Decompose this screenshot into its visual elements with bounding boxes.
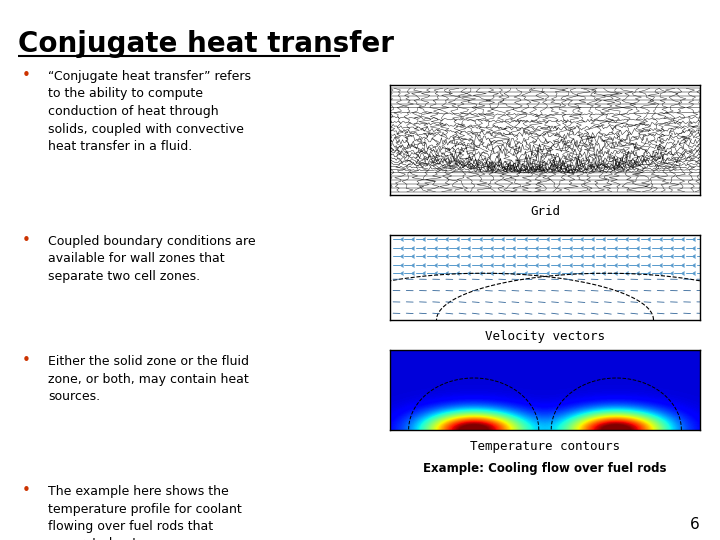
Text: Conjugate heat transfer: Conjugate heat transfer	[18, 30, 394, 58]
Text: Velocity vectors: Velocity vectors	[485, 330, 605, 343]
Text: 6: 6	[690, 517, 700, 532]
Text: •: •	[22, 353, 31, 368]
Text: Temperature contours: Temperature contours	[470, 440, 620, 453]
Text: •: •	[22, 233, 31, 248]
Text: •: •	[22, 483, 31, 498]
Text: Example: Cooling flow over fuel rods: Example: Cooling flow over fuel rods	[423, 462, 667, 475]
Text: •: •	[22, 68, 31, 83]
Text: Either the solid zone or the fluid
zone, or both, may contain heat
sources.: Either the solid zone or the fluid zone,…	[48, 355, 249, 403]
Text: Grid: Grid	[530, 205, 560, 218]
Text: Coupled boundary conditions are
available for wall zones that
separate two cell : Coupled boundary conditions are availabl…	[48, 235, 256, 283]
Text: The example here shows the
temperature profile for coolant
flowing over fuel rod: The example here shows the temperature p…	[48, 485, 242, 540]
Text: “Conjugate heat transfer” refers
to the ability to compute
conduction of heat th: “Conjugate heat transfer” refers to the …	[48, 70, 251, 153]
